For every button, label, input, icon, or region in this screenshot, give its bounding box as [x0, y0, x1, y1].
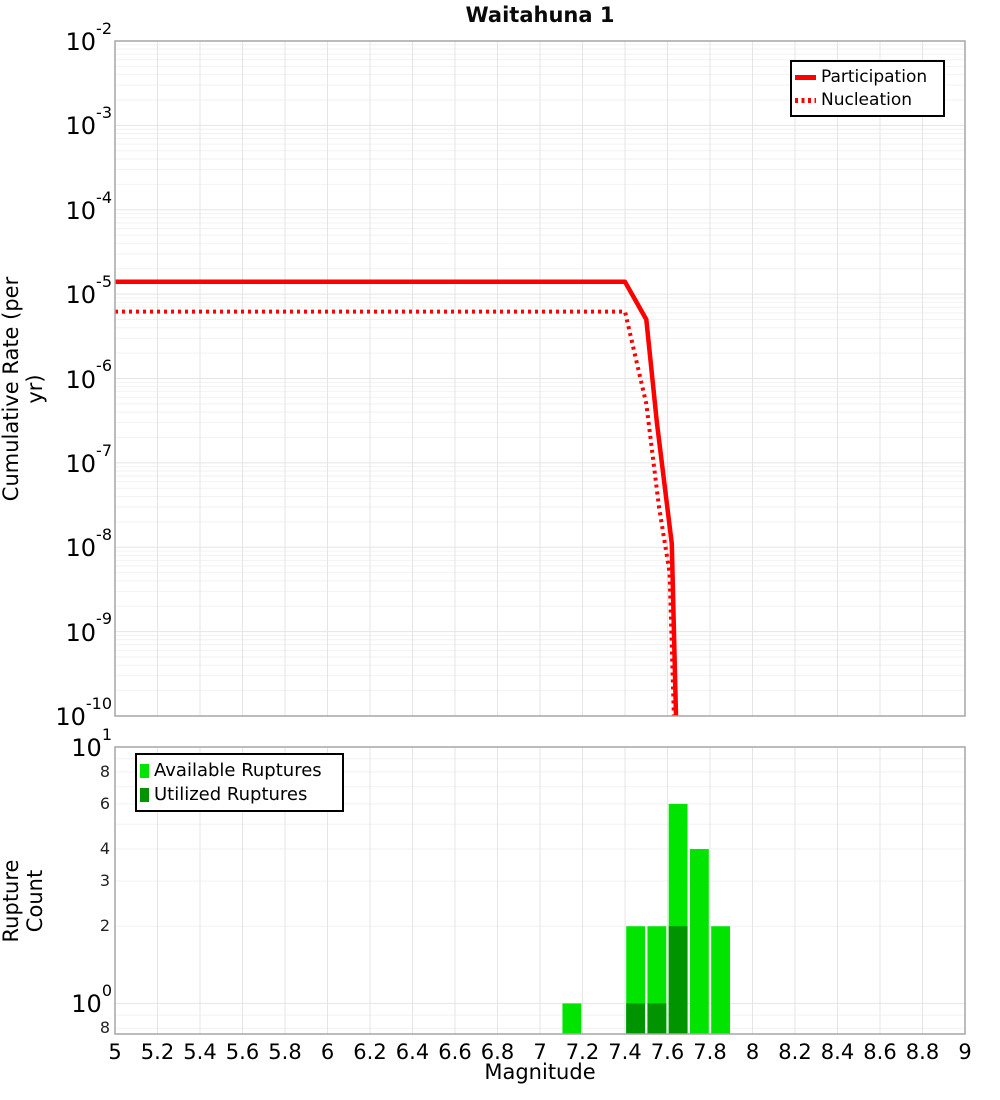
x-axis-label-magnitude: Magnitude [484, 1060, 596, 1084]
chart-title: Waitahuna 1 [465, 3, 615, 27]
legend-label-utilized-ruptures: Utilized Ruptures [154, 784, 308, 805]
bar-available [711, 926, 731, 1034]
bar-available [689, 849, 709, 1034]
x-tick-label: 6.8 [480, 1040, 515, 1064]
bar-utilized [668, 926, 688, 1034]
x-tick-label: 7.2 [565, 1040, 600, 1064]
y-minor-tick-label-count: 8 [99, 1018, 110, 1038]
rupture-legend: Available Ruptures Utilized Ruptures [135, 753, 344, 812]
x-tick-label: 9 [958, 1040, 972, 1064]
x-tick-label: 6.2 [353, 1040, 387, 1064]
y-tick-label-count: 100 [71, 981, 112, 1019]
y-tick-label-count: 101 [71, 724, 112, 762]
x-tick-label: 7.6 [650, 1040, 685, 1064]
y-tick-label-rate: 10-2 [65, 18, 113, 56]
bar-utilized [626, 1003, 646, 1034]
panel-border-2 [114, 746, 966, 1035]
x-tick-label: 5.8 [268, 1040, 302, 1064]
x-tick-label: 5.6 [225, 1040, 260, 1064]
panel-border-1 [114, 40, 966, 717]
y-tick-label-rate: 10-10 [55, 693, 112, 731]
y-tick-label-rate: 10-7 [65, 440, 113, 478]
y-minor-tick-label-count: 3 [99, 871, 110, 891]
legend-label-nucleation: Nucleation [821, 90, 913, 110]
x-tick-label: 6.6 [438, 1040, 472, 1064]
legend-item-participation: Participation [795, 67, 940, 87]
y-axis-label-cumulative-rate: Cumulative Rate (per yr) [0, 276, 47, 502]
x-tick-label: 5 [108, 1040, 122, 1064]
legend-item-utilized-ruptures: Utilized Ruptures [140, 784, 339, 805]
x-tick-label: 5.2 [140, 1040, 175, 1064]
x-tick-label: 5.4 [183, 1040, 217, 1064]
rupture-count-bars [562, 803, 731, 1034]
nucleation-line-swatch [795, 97, 816, 103]
y-tick-label-rate: 10-8 [65, 525, 113, 563]
y-minor-tick-label-count: 6 [99, 793, 110, 813]
y-minor-tick-label-count: 2 [99, 916, 110, 936]
x-tick-label: 7 [533, 1040, 547, 1064]
y-tick-label-rate: 10-3 [65, 103, 113, 141]
x-tick-label: 8.2 [778, 1040, 812, 1064]
available-ruptures-swatch [140, 763, 149, 778]
x-tick-label: 8.6 [863, 1040, 897, 1064]
legend-label-participation: Participation [821, 67, 928, 87]
x-tick-label: 7.4 [608, 1040, 642, 1064]
y-tick-label-rate: 10-4 [65, 187, 113, 225]
legend-label-available-ruptures: Available Ruptures [154, 760, 322, 781]
x-tick-label: 8.8 [905, 1040, 940, 1064]
participation-line-swatch [795, 74, 816, 80]
legend-item-available-ruptures: Available Ruptures [140, 760, 339, 781]
y-tick-label-rate: 10-6 [65, 356, 113, 394]
y-minor-tick-label-count: 4 [99, 839, 110, 859]
x-tick-label: 6.4 [395, 1040, 430, 1064]
legend-item-nucleation: Nucleation [795, 90, 940, 110]
x-tick-label: 8.4 [820, 1040, 855, 1064]
series-participation-line [115, 279, 679, 716]
gridlines-panel1 [115, 41, 965, 716]
bar-utilized [647, 1003, 667, 1034]
x-tick-label: 6 [320, 1040, 335, 1064]
x-tick-label: 7.8 [693, 1040, 727, 1064]
x-tick-label: 8 [745, 1040, 760, 1064]
y-minor-tick-label-count: 8 [99, 761, 110, 781]
utilized-ruptures-swatch [140, 787, 149, 802]
y-axis-label-rupture-count: Rupture Count [0, 859, 47, 943]
bar-available [562, 1003, 582, 1034]
series-nucleation-line [115, 309, 676, 716]
y-tick-label-rate: 10-5 [65, 271, 113, 310]
rate-legend: Participation Nucleation [790, 60, 945, 117]
y-tick-label-rate: 10-9 [65, 609, 113, 647]
